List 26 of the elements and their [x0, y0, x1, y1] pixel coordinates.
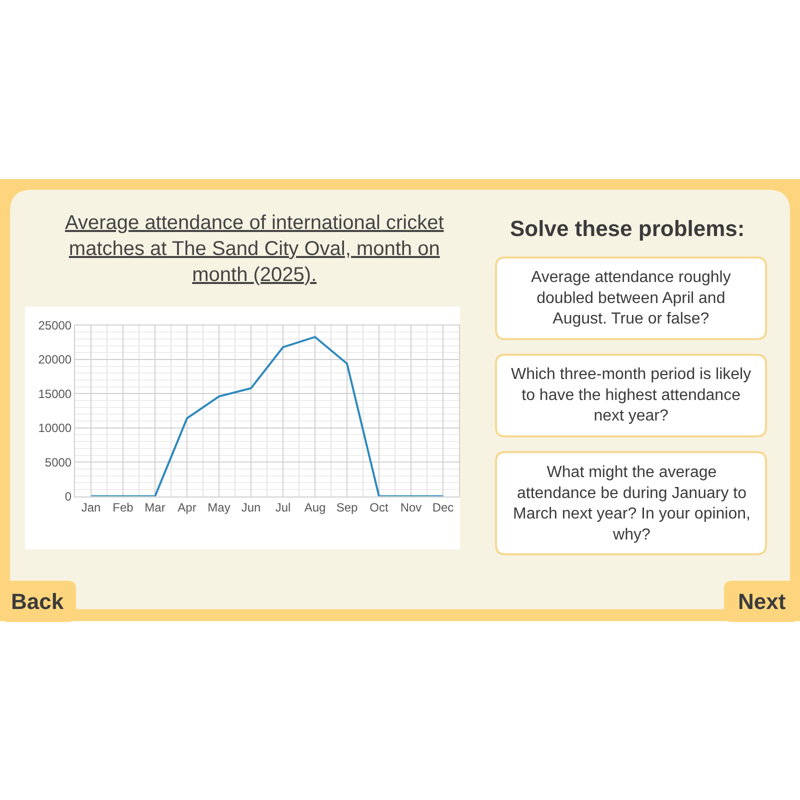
y-tick-label: 0 — [64, 489, 72, 504]
line-series — [90, 336, 444, 496]
x-tick-label: May — [208, 500, 230, 515]
x-tick-label: Feb — [112, 500, 134, 515]
text: What might the average attendance be during January to March next year? In your opinion, why? — [513, 464, 750, 544]
x-tick-label: Jun — [241, 500, 261, 515]
x-tick-label: Sep — [336, 500, 358, 515]
x-tick-label: Nov — [400, 500, 422, 515]
text: Average attendance roughly doubled between April and August. True or false? — [531, 269, 731, 328]
y-tick-label: 5000 — [44, 455, 72, 470]
x-tick-label: Jul — [275, 500, 291, 515]
x-tick-label: Jan — [81, 500, 101, 515]
x-tick-label: Aug — [304, 500, 326, 515]
x-tick-label: Dec — [432, 500, 454, 515]
chart-title: Average attendance of international cricket matches at The Sand City Oval, month on month (2025). — [65, 212, 444, 286]
text: Which three-month period is likely to have the highest attendance next year? — [511, 366, 752, 425]
y-tick-label: 25000 — [38, 318, 72, 333]
text: Next — [738, 589, 786, 614]
x-tick-label: Apr — [178, 500, 196, 515]
text: Solve these problems: — [510, 216, 745, 241]
y-tick-label: 15000 — [38, 386, 72, 401]
y-tick-label: 20000 — [38, 352, 72, 367]
text: Back — [11, 589, 64, 614]
x-tick-label: Oct — [370, 500, 389, 515]
y-tick-label: 10000 — [38, 421, 72, 436]
x-tick-label: Mar — [144, 500, 166, 515]
